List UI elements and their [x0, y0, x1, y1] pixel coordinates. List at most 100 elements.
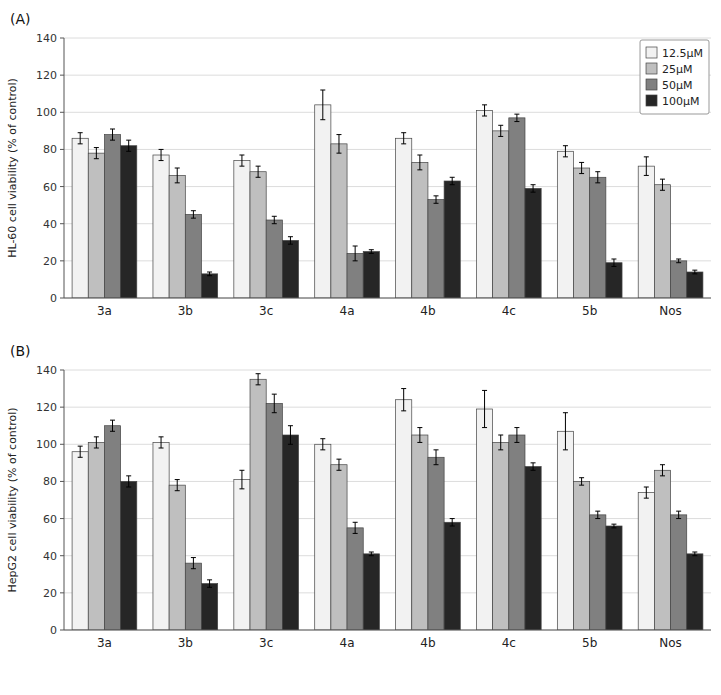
error-bar — [207, 580, 212, 587]
error-bar — [401, 389, 406, 411]
error-cap — [692, 555, 697, 556]
bar — [654, 470, 670, 630]
x-tick-label: 3c — [259, 304, 273, 318]
error-line — [436, 450, 437, 465]
y-tick — [60, 630, 64, 631]
panel: 0204060801001201403a3b3c4a4b4c5bNosHL-60… — [6, 11, 711, 318]
error-line — [161, 437, 162, 448]
error-bar — [450, 177, 455, 184]
error-cap — [417, 427, 422, 428]
error-line — [80, 133, 81, 144]
error-bar — [175, 480, 180, 491]
error-cap — [676, 518, 681, 519]
error-line — [322, 90, 323, 120]
legend-swatch — [646, 95, 657, 106]
error-bar — [417, 155, 422, 170]
error-cap — [272, 216, 277, 217]
bar — [250, 379, 266, 630]
error-cap — [336, 134, 341, 135]
error-cap — [320, 119, 325, 120]
error-cap — [660, 190, 665, 191]
error-line — [597, 511, 598, 518]
bar — [671, 515, 687, 630]
error-cap — [434, 449, 439, 450]
error-line — [209, 272, 210, 276]
error-bar — [660, 465, 665, 476]
error-bar — [288, 237, 293, 244]
panel: 0204060801001201403a3b3c4a4b4c5bNosHepG2… — [6, 343, 711, 650]
error-cap — [482, 427, 487, 428]
error-cap — [288, 244, 293, 245]
y-tick — [60, 407, 64, 408]
error-cap — [272, 412, 277, 413]
error-line — [290, 237, 291, 244]
error-line — [565, 146, 566, 157]
error-bar — [595, 511, 600, 518]
error-cap — [110, 129, 115, 130]
error-cap — [563, 449, 568, 450]
y-tick-label: 140 — [36, 32, 57, 45]
x-tick-label: 4a — [340, 636, 355, 650]
error-cap — [288, 425, 293, 426]
y-tick — [60, 149, 64, 150]
error-cap — [417, 169, 422, 170]
bar — [638, 166, 654, 298]
error-cap — [126, 487, 131, 488]
legend: 12.5μM25μM50μM100μM — [640, 40, 709, 114]
error-cap — [660, 179, 665, 180]
error-bar — [401, 133, 406, 144]
bar — [557, 431, 573, 630]
bar — [315, 105, 331, 298]
error-cap — [498, 435, 503, 436]
bar — [493, 442, 509, 630]
error-cap — [353, 533, 358, 534]
y-tick — [60, 370, 64, 371]
error-cap — [676, 259, 681, 260]
error-cap — [191, 218, 196, 219]
bar — [525, 467, 541, 630]
error-cap — [644, 175, 649, 176]
bar — [234, 161, 250, 298]
error-cap — [660, 475, 665, 476]
x-axis — [64, 630, 711, 631]
bar — [266, 403, 282, 630]
error-cap — [514, 121, 519, 122]
error-bar — [498, 125, 503, 136]
bar — [525, 188, 541, 298]
error-line — [581, 162, 582, 173]
error-bar — [660, 179, 665, 190]
error-bar — [191, 211, 196, 218]
error-bar — [353, 522, 358, 533]
error-line — [193, 211, 194, 218]
error-line — [80, 446, 81, 457]
error-line — [694, 552, 695, 556]
bar — [72, 138, 88, 298]
error-bar — [434, 196, 439, 203]
error-cap — [320, 438, 325, 439]
y-tick-label: 80 — [43, 475, 57, 488]
error-line — [516, 114, 517, 121]
bar — [509, 118, 525, 298]
bar — [590, 515, 606, 630]
error-line — [338, 135, 339, 154]
error-line — [452, 519, 453, 526]
bar — [153, 155, 169, 298]
legend-box — [640, 40, 709, 114]
error-cap — [207, 275, 212, 276]
error-cap — [191, 210, 196, 211]
error-cap — [644, 156, 649, 157]
error-cap — [498, 125, 503, 126]
y-tick — [60, 112, 64, 113]
y-tick — [60, 555, 64, 556]
bar — [104, 135, 120, 298]
error-cap — [417, 442, 422, 443]
error-cap — [78, 132, 83, 133]
grid-line — [64, 298, 711, 299]
error-line — [128, 140, 129, 151]
error-cap — [417, 155, 422, 156]
error-bar — [353, 246, 358, 261]
error-cap — [110, 420, 115, 421]
error-line — [290, 426, 291, 445]
error-bar — [579, 162, 584, 173]
error-cap — [191, 568, 196, 569]
